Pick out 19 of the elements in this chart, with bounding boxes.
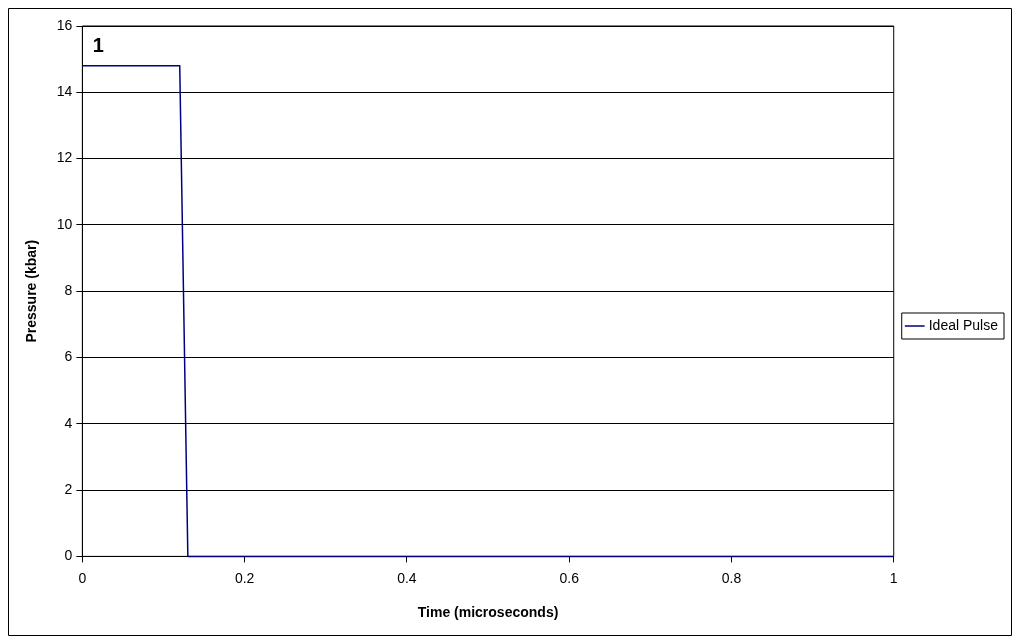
y-tick-label: 2 — [64, 480, 73, 497]
x-tick-label: 0.2 — [234, 569, 255, 586]
y-tick-label: 0 — [64, 547, 73, 564]
x-tick-label: 0.8 — [721, 569, 742, 586]
x-tick-label: 1 — [889, 569, 898, 586]
annotation: 1 — [92, 33, 104, 56]
y-tick-label: 16 — [56, 16, 73, 33]
y-axis-title: Pressure (kbar) — [23, 239, 40, 343]
y-tick-label: 12 — [56, 149, 73, 166]
y-tick-label: 14 — [56, 83, 73, 100]
y-tick-label: 6 — [64, 348, 73, 365]
x-tick-label: 0.6 — [559, 569, 580, 586]
legend-label: Ideal Pulse — [928, 316, 999, 333]
x-tick-label: 0 — [78, 569, 87, 586]
y-tick-label: 8 — [64, 282, 73, 299]
x-tick-label: 0.4 — [397, 569, 417, 586]
y-tick-label: 4 — [64, 414, 73, 431]
y-tick-label: 10 — [56, 215, 73, 232]
x-axis-title: Time (microseconds) — [417, 604, 559, 621]
